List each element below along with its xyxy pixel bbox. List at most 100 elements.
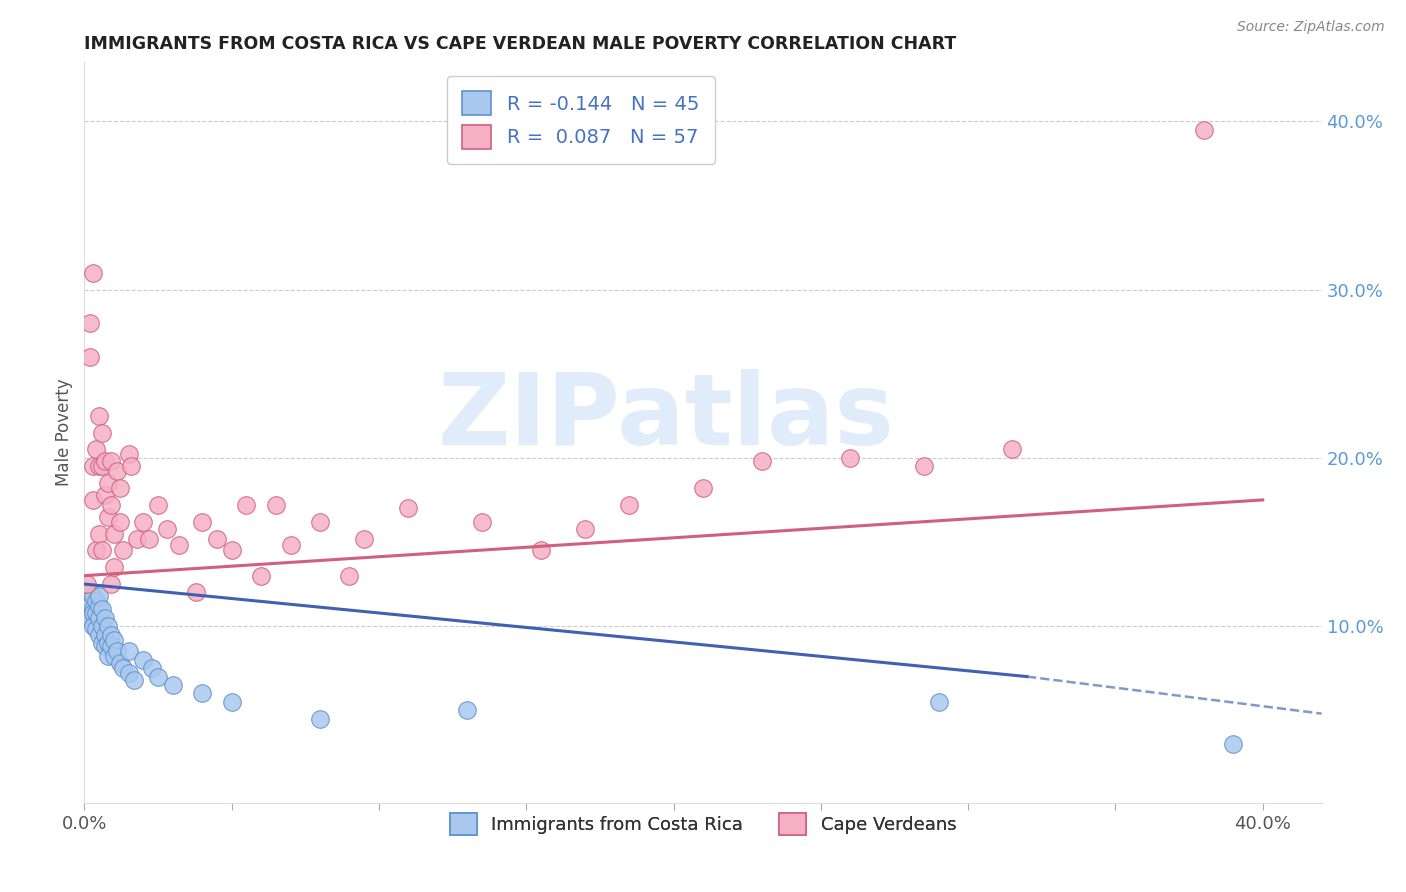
Point	[97, 509, 120, 524]
Point	[471, 515, 494, 529]
Point	[87, 526, 110, 541]
Point	[91, 602, 114, 616]
Point	[132, 515, 155, 529]
Point	[82, 589, 104, 603]
Point	[76, 594, 98, 608]
Point	[117, 666, 139, 681]
Point	[87, 459, 110, 474]
Point	[84, 606, 107, 620]
Point	[94, 488, 117, 502]
Point	[79, 610, 101, 624]
Point	[103, 560, 125, 574]
Point	[87, 409, 110, 423]
Point	[221, 543, 243, 558]
Point	[1192, 122, 1215, 136]
Point	[91, 459, 114, 474]
Point	[100, 640, 122, 654]
Point	[97, 476, 120, 491]
Point	[94, 627, 117, 641]
Point	[235, 498, 257, 512]
Point	[108, 656, 131, 670]
Point	[280, 538, 302, 552]
Point	[79, 316, 101, 330]
Point	[87, 627, 110, 641]
Point	[82, 606, 104, 620]
Point	[156, 522, 179, 536]
Point	[100, 577, 122, 591]
Point	[167, 538, 190, 552]
Point	[105, 644, 128, 658]
Point	[111, 543, 134, 558]
Point	[91, 425, 114, 440]
Point	[76, 606, 98, 620]
Point	[205, 532, 228, 546]
Point	[309, 515, 332, 529]
Point	[309, 712, 332, 726]
Text: Source: ZipAtlas.com: Source: ZipAtlas.com	[1237, 20, 1385, 34]
Point	[79, 599, 101, 613]
Point	[124, 673, 146, 687]
Point	[76, 577, 98, 591]
Point	[456, 703, 478, 717]
Point	[100, 454, 122, 468]
Point	[191, 515, 214, 529]
Point	[396, 501, 419, 516]
Point	[186, 585, 208, 599]
Point	[84, 543, 107, 558]
Point	[97, 649, 120, 664]
Point	[121, 459, 143, 474]
Point	[692, 481, 714, 495]
Point	[141, 661, 163, 675]
Legend: Immigrants from Costa Rica, Cape Verdeans: Immigrants from Costa Rica, Cape Verdean…	[439, 802, 967, 846]
Point	[82, 619, 104, 633]
Point	[79, 350, 101, 364]
Point	[353, 532, 375, 546]
Point	[103, 526, 125, 541]
Point	[264, 498, 287, 512]
Point	[100, 498, 122, 512]
Point	[111, 661, 134, 675]
Point	[100, 627, 122, 641]
Point	[82, 602, 104, 616]
Point	[530, 543, 553, 558]
Point	[127, 532, 149, 546]
Point	[339, 568, 361, 582]
Point	[250, 568, 273, 582]
Y-axis label: Male Poverty: Male Poverty	[55, 379, 73, 486]
Point	[146, 498, 169, 512]
Point	[146, 670, 169, 684]
Point	[839, 450, 862, 465]
Text: IMMIGRANTS FROM COSTA RICA VS CAPE VERDEAN MALE POVERTY CORRELATION CHART: IMMIGRANTS FROM COSTA RICA VS CAPE VERDE…	[84, 35, 956, 53]
Point	[82, 266, 104, 280]
Point	[619, 498, 641, 512]
Point	[91, 636, 114, 650]
Point	[94, 640, 117, 654]
Text: ZIPatlas: ZIPatlas	[437, 369, 894, 467]
Point	[132, 653, 155, 667]
Point	[1001, 442, 1024, 457]
Point	[94, 610, 117, 624]
Point	[91, 619, 114, 633]
Point	[912, 459, 935, 474]
Point	[84, 623, 107, 637]
Point	[191, 686, 214, 700]
Point	[84, 594, 107, 608]
Point	[97, 636, 120, 650]
Point	[87, 610, 110, 624]
Point	[82, 492, 104, 507]
Point	[91, 543, 114, 558]
Point	[574, 522, 596, 536]
Point	[1222, 737, 1244, 751]
Point	[117, 448, 139, 462]
Point	[87, 599, 110, 613]
Point	[108, 481, 131, 495]
Point	[97, 619, 120, 633]
Point	[221, 695, 243, 709]
Point	[928, 695, 950, 709]
Point	[751, 454, 773, 468]
Point	[84, 442, 107, 457]
Point	[105, 464, 128, 478]
Point	[138, 532, 160, 546]
Point	[94, 454, 117, 468]
Point	[117, 644, 139, 658]
